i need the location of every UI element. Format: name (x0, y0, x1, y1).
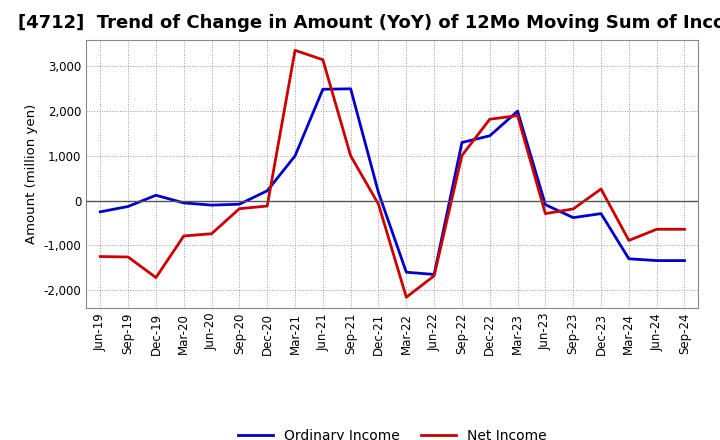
Net Income (513, 113, 522, 118)
Ordinary Income (680, 258, 689, 263)
Legend: Ordinary Income, Net Income: Ordinary Income, Net Income (233, 424, 552, 440)
Ordinary Income (207, 202, 216, 208)
Ordinary Income (402, 270, 410, 275)
Ordinary Income (430, 272, 438, 277)
Net Income (597, 187, 606, 192)
Net Income (458, 153, 467, 158)
Ordinary Income (624, 256, 633, 261)
Ordinary Income (124, 204, 132, 209)
Ordinary Income (458, 140, 467, 145)
Net Income (124, 254, 132, 260)
Y-axis label: Amount (million yen): Amount (million yen) (25, 104, 38, 244)
Ordinary Income (569, 215, 577, 220)
Net Income (485, 117, 494, 122)
Ordinary Income (597, 211, 606, 216)
Net Income (569, 206, 577, 212)
Net Income (624, 238, 633, 243)
Net Income (430, 273, 438, 279)
Net Income (207, 231, 216, 236)
Ordinary Income (652, 258, 661, 263)
Net Income (402, 295, 410, 300)
Title: [4712]  Trend of Change in Amount (YoY) of 12Mo Moving Sum of Incomes: [4712] Trend of Change in Amount (YoY) o… (18, 15, 720, 33)
Ordinary Income (291, 153, 300, 158)
Ordinary Income (96, 209, 104, 214)
Ordinary Income (485, 133, 494, 139)
Net Income (541, 211, 550, 216)
Net Income (152, 275, 161, 280)
Net Income (374, 202, 383, 207)
Net Income (318, 57, 327, 62)
Line: Ordinary Income: Ordinary Income (100, 89, 685, 275)
Net Income (680, 227, 689, 232)
Ordinary Income (513, 109, 522, 114)
Net Income (291, 48, 300, 53)
Net Income (179, 233, 188, 238)
Ordinary Income (374, 190, 383, 195)
Net Income (263, 203, 271, 209)
Ordinary Income (179, 200, 188, 205)
Ordinary Income (152, 193, 161, 198)
Net Income (96, 254, 104, 259)
Ordinary Income (318, 87, 327, 92)
Ordinary Income (235, 202, 243, 207)
Net Income (235, 206, 243, 211)
Ordinary Income (541, 202, 550, 207)
Net Income (346, 153, 355, 158)
Ordinary Income (263, 188, 271, 194)
Line: Net Income: Net Income (100, 50, 685, 297)
Ordinary Income (346, 86, 355, 92)
Net Income (652, 227, 661, 232)
